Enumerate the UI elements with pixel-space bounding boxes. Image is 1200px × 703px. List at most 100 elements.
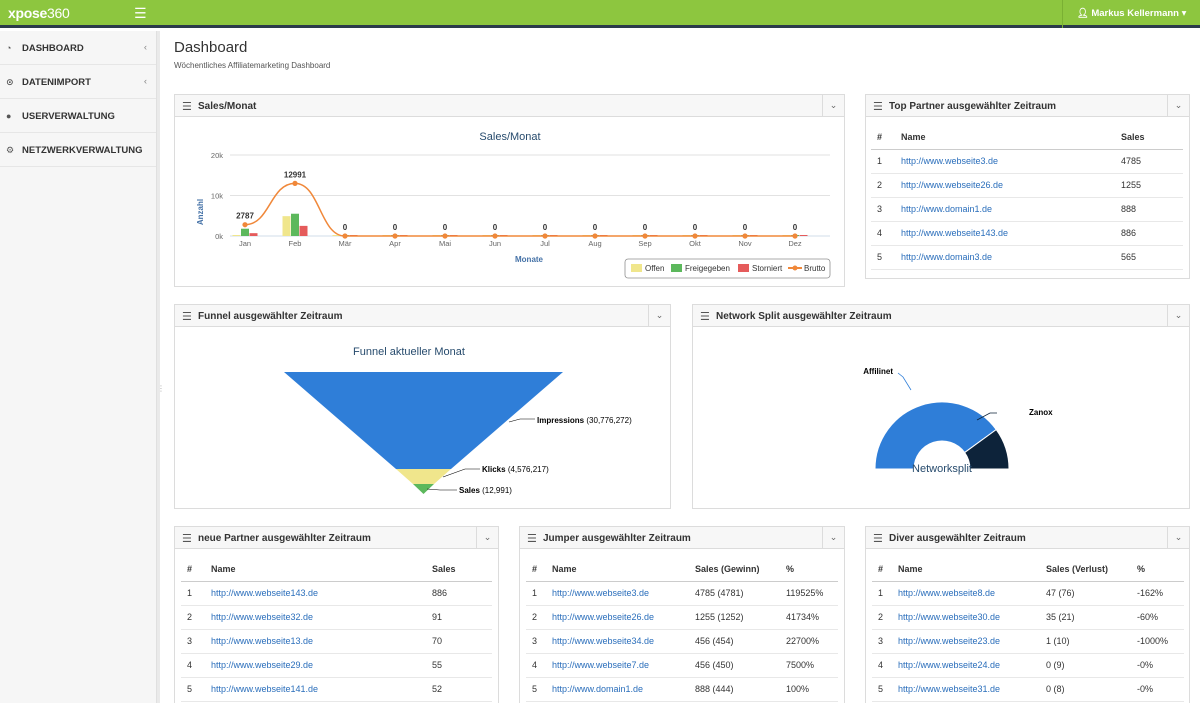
partner-link[interactable]: http://www.webseite24.de: [898, 660, 1001, 670]
partner-link[interactable]: http://www.webseite141.de: [211, 684, 319, 694]
import-icon: ⊙: [6, 77, 14, 87]
table-cell: 4: [872, 653, 898, 678]
column-header[interactable]: Sales: [432, 557, 492, 582]
collapse-toggle[interactable]: ⌄: [822, 95, 844, 116]
bar-storniert-feb[interactable]: [299, 225, 308, 236]
bar-freigegeben-jan[interactable]: [241, 228, 249, 236]
point-brutto-mär[interactable]: [342, 233, 348, 239]
pie-label-affilinet: Affilinet: [863, 367, 893, 376]
hamburger-icon[interactable]: ☰: [873, 533, 883, 545]
page-title: Dashboard: [174, 39, 248, 56]
collapse-toggle[interactable]: ⌄: [822, 527, 844, 548]
partner-link[interactable]: http://www.webseite30.de: [898, 612, 1001, 622]
column-header[interactable]: #: [526, 557, 552, 582]
partner-link[interactable]: http://www.domain1.de: [901, 204, 993, 214]
bar-storniert-jan[interactable]: [249, 233, 258, 236]
collapse-toggle[interactable]: ⌄: [1167, 95, 1189, 116]
table-cell: http://www.webseite30.de: [898, 605, 1046, 630]
table-cell: 0 (8): [1046, 677, 1137, 702]
partner-link[interactable]: http://www.domain1.de: [552, 684, 644, 694]
point-brutto-sep[interactable]: [642, 233, 648, 239]
collapse-toggle[interactable]: ⌄: [1167, 305, 1189, 326]
bar-offen-jan[interactable]: [232, 234, 241, 236]
column-header[interactable]: %: [786, 557, 838, 582]
partner-link[interactable]: http://www.webseite26.de: [552, 612, 655, 622]
collapse-toggle[interactable]: ⌄: [476, 527, 498, 548]
column-header[interactable]: %: [1137, 557, 1184, 582]
partner-link[interactable]: http://www.webseite29.de: [211, 660, 314, 670]
column-header[interactable]: Sales (Verlust): [1046, 557, 1137, 582]
resize-grip-icon[interactable]: ⋮: [157, 384, 165, 393]
hamburger-icon[interactable]: ☰: [873, 101, 883, 113]
bar-offen-feb[interactable]: [282, 216, 291, 236]
partner-link[interactable]: http://www.webseite7.de: [552, 660, 650, 670]
point-brutto-jun[interactable]: [492, 233, 498, 239]
column-header[interactable]: Name: [211, 557, 432, 582]
hamburger-icon[interactable]: ☰: [700, 311, 710, 323]
panel-title: Funnel ausgewählter Zeitraum: [198, 311, 343, 322]
partner-link[interactable]: http://www.webseite31.de: [898, 684, 1001, 694]
hamburger-icon[interactable]: ☰: [182, 311, 192, 323]
sidebar-resizer[interactable]: [157, 31, 160, 703]
funnel-segment-sales[interactable]: [413, 484, 434, 494]
point-brutto-feb[interactable]: [292, 180, 298, 186]
partner-link[interactable]: http://www.webseite143.de: [901, 228, 1009, 238]
hamburger-icon[interactable]: ☰: [527, 533, 537, 545]
table-cell: 5: [526, 677, 552, 702]
partner-link[interactable]: http://www.webseite3.de: [552, 588, 650, 598]
sidebar-item-netzwerkverwaltung[interactable]: ⚙ NETZWERKVERWALTUNG: [0, 133, 156, 167]
column-header[interactable]: #: [181, 557, 211, 582]
point-brutto-apr[interactable]: [392, 233, 398, 239]
user-menu[interactable]: 👤︎ Markus Kellermann ▾: [1062, 0, 1200, 28]
hamburger-icon[interactable]: ☰: [182, 101, 192, 113]
point-brutto-mai[interactable]: [442, 233, 448, 239]
collapse-toggle[interactable]: ⌄: [648, 305, 670, 326]
column-header[interactable]: Sales (Gewinn): [695, 557, 786, 582]
partner-link[interactable]: http://www.webseite8.de: [898, 588, 996, 598]
point-brutto-aug[interactable]: [592, 233, 598, 239]
app-logo[interactable]: xpose360: [8, 5, 70, 21]
legend-label-freigegeben[interactable]: Freigegeben: [685, 264, 730, 273]
collapse-toggle[interactable]: ⌄: [1167, 527, 1189, 548]
column-header[interactable]: Sales: [1121, 125, 1183, 150]
legend-label-storniert[interactable]: Storniert: [752, 264, 783, 273]
point-brutto-jul[interactable]: [542, 233, 548, 239]
point-brutto-dez[interactable]: [792, 233, 798, 239]
pie-slice-zanox[interactable]: [963, 428, 1010, 470]
table-cell: http://www.webseite143.de: [211, 581, 432, 606]
column-header[interactable]: #: [871, 125, 901, 150]
partner-link[interactable]: http://www.webseite32.de: [211, 612, 314, 622]
column-header[interactable]: Name: [898, 557, 1046, 582]
panel-title: Sales/Monat: [198, 101, 257, 112]
table-row: 2 http://www.webseite32.de 91: [181, 605, 492, 630]
bar-freigegeben-feb[interactable]: [291, 213, 299, 236]
bar-storniert-dez[interactable]: [799, 235, 808, 236]
point-brutto-jan[interactable]: [242, 222, 248, 228]
funnel-segment-klicks[interactable]: [396, 469, 451, 484]
legend-swatch-storniert: [738, 264, 749, 272]
sidebar-item-datenimport[interactable]: ⊙ DATENIMPORT ‹: [0, 65, 156, 99]
bar-offen-mär[interactable]: [332, 235, 341, 236]
partner-link[interactable]: http://www.webseite26.de: [901, 180, 1004, 190]
line-brutto[interactable]: [244, 182, 795, 237]
table-cell: 2: [872, 605, 898, 630]
partner-link[interactable]: http://www.webseite13.de: [211, 636, 314, 646]
legend-label-brutto[interactable]: Brutto: [804, 264, 826, 273]
partner-link[interactable]: http://www.webseite34.de: [552, 636, 655, 646]
funnel-segment-impressions[interactable]: [284, 372, 563, 469]
sidebar-item-dashboard[interactable]: ◔ DASHBOARD ‹: [0, 31, 156, 65]
point-brutto-okt[interactable]: [692, 233, 698, 239]
partner-link[interactable]: http://www.webseite23.de: [898, 636, 1001, 646]
partner-link[interactable]: http://www.webseite143.de: [211, 588, 319, 598]
partner-link[interactable]: http://www.webseite3.de: [901, 156, 999, 166]
partner-link[interactable]: http://www.domain3.de: [901, 252, 993, 262]
sidebar-item-userverwaltung[interactable]: ● USERVERWALTUNG: [0, 99, 156, 133]
column-header[interactable]: Name: [552, 557, 695, 582]
hamburger-icon[interactable]: ☰: [134, 5, 147, 21]
hamburger-icon[interactable]: ☰: [182, 533, 192, 545]
pie-slice-affilinet[interactable]: [874, 401, 997, 470]
point-brutto-nov[interactable]: [742, 233, 748, 239]
legend-label-offen[interactable]: Offen: [645, 264, 664, 273]
column-header[interactable]: #: [872, 557, 898, 582]
column-header[interactable]: Name: [901, 125, 1121, 150]
